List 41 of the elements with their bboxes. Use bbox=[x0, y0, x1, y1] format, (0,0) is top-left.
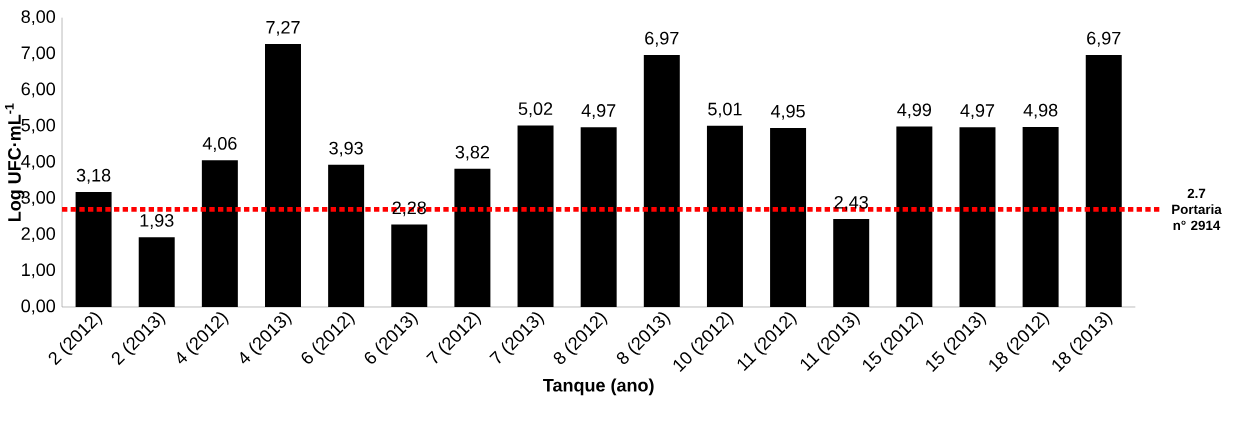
x-axis-title: Tanque (ano) bbox=[543, 378, 654, 396]
data-label: 1,93 bbox=[140, 214, 174, 229]
bar bbox=[1022, 126, 1059, 307]
bar bbox=[896, 126, 933, 307]
bar bbox=[265, 44, 301, 307]
data-label: 6,97 bbox=[645, 31, 679, 47]
bar bbox=[643, 54, 680, 307]
bar bbox=[454, 168, 491, 307]
data-label: 4,95 bbox=[770, 104, 805, 120]
y-tick-label: 0,00 bbox=[21, 299, 56, 315]
bar bbox=[833, 219, 870, 307]
y-tick-label: 8,00 bbox=[21, 10, 56, 26]
bar bbox=[1085, 54, 1122, 307]
data-label: 4,97 bbox=[581, 104, 616, 119]
data-label: 3,18 bbox=[76, 168, 111, 184]
data-label: 6,97 bbox=[1087, 31, 1121, 47]
y-tick-label: 7,00 bbox=[21, 46, 56, 62]
data-label: 4,97 bbox=[960, 104, 995, 119]
data-label: 5,01 bbox=[708, 102, 742, 118]
data-label: 3,93 bbox=[329, 141, 363, 157]
bar bbox=[770, 127, 807, 307]
bar bbox=[138, 237, 175, 307]
bar bbox=[517, 125, 554, 307]
bar bbox=[328, 164, 365, 307]
data-label: 4,06 bbox=[202, 137, 237, 152]
y-tick-label: 1,00 bbox=[22, 263, 56, 279]
data-label: 7,27 bbox=[266, 20, 300, 36]
bar bbox=[706, 125, 743, 307]
bar bbox=[201, 160, 238, 307]
y-tick-label: 6,00 bbox=[21, 82, 56, 98]
data-label: 5,02 bbox=[518, 102, 553, 118]
bar bbox=[391, 224, 428, 307]
data-label: 4,99 bbox=[897, 103, 932, 119]
data-label: 4,98 bbox=[1023, 103, 1058, 119]
y-tick-label: 2,00 bbox=[21, 227, 56, 243]
y-tick-label: 5,00 bbox=[21, 118, 56, 134]
bar bbox=[580, 127, 617, 307]
bar bbox=[75, 191, 112, 307]
ref-line-label: 2.7 Portaria n° 2914 bbox=[1172, 188, 1222, 231]
bar bbox=[959, 127, 996, 307]
data-label: 3,82 bbox=[455, 145, 490, 161]
